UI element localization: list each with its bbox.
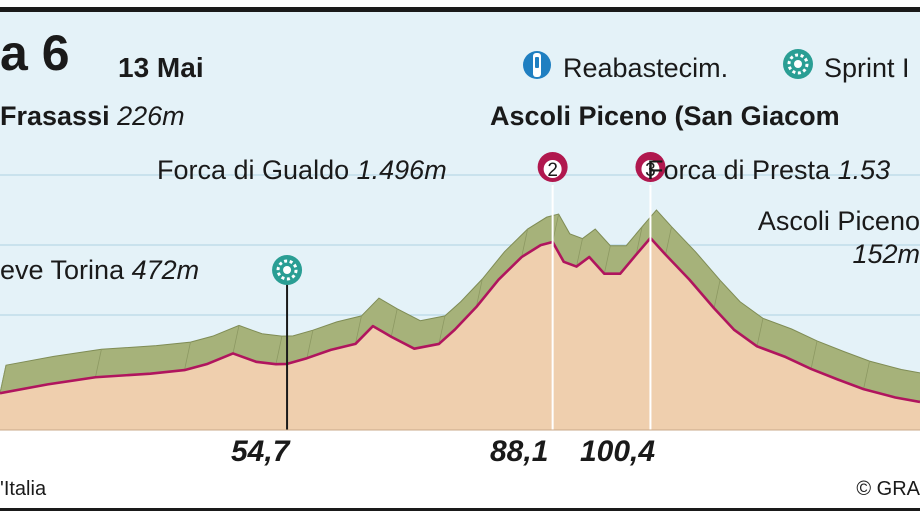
terrain-hatch-10	[306, 330, 314, 359]
start-name: Frasassi	[0, 101, 110, 131]
climb-category-3-icon: 3	[635, 152, 666, 182]
feed-bottle-icon	[523, 51, 551, 79]
profile-area	[0, 238, 920, 430]
sprint-location-label: eve Torina 472m	[0, 255, 199, 286]
terrain-hatch-28	[635, 226, 643, 255]
terrain-hatch-32	[713, 280, 721, 309]
legend-feed-label: Reabastecim.	[563, 53, 729, 83]
start-elevation: 226m	[117, 101, 185, 131]
bottom-frame-bar	[0, 508, 920, 511]
terrain-hatch-16	[438, 315, 446, 345]
terrain-hatch-4	[184, 342, 191, 371]
terrain-hatch-24	[576, 238, 583, 267]
terrain-hatch-38	[863, 361, 870, 390]
finish-town-name: Ascoli Piceno	[757, 206, 920, 236]
terrain-hatch-36	[810, 340, 818, 369]
climb-category-label: 3	[645, 160, 656, 181]
climb-label-forca-di-gualdo: Forca di Gualdo 1.496m	[157, 155, 447, 186]
terrain-hatch-20	[521, 228, 529, 258]
start-location: Frasassi 226m	[0, 101, 185, 132]
stage-title: a 6	[0, 25, 70, 81]
climb-category-2-icon: 2	[537, 152, 568, 182]
sprint-elevation: 472m	[131, 255, 200, 285]
legend-sprint-label: Sprint I	[824, 53, 910, 83]
sprint-icon	[272, 255, 303, 285]
terrain-hatch-26	[603, 245, 611, 274]
terrain-hatch-18	[475, 278, 483, 308]
sprint-name: eve Torina	[0, 255, 125, 285]
sprint-icon	[783, 49, 813, 79]
climb-label-forca-di-presta: Forca di Presta 1.53	[647, 155, 890, 186]
terrain-hatch-0	[0, 365, 7, 394]
terrain-hatch-2	[95, 349, 102, 378]
terrain-hatch-34	[756, 318, 764, 347]
km-label-climb-2: 88,1	[490, 435, 549, 468]
terrain-hatch-12	[355, 315, 362, 345]
top-frame-bar	[0, 7, 920, 12]
terrain-hatch-6	[232, 325, 240, 354]
terrain-hatch-14	[390, 308, 398, 337]
stage-date: 13 Mai	[118, 52, 204, 83]
climb-elevation: 1.496m	[356, 155, 447, 185]
footer-source: 'Italia	[0, 478, 47, 500]
footer-copyright: © GRA	[856, 478, 920, 500]
climb-elevation: 1.53	[837, 155, 891, 185]
terrain-hatch-30	[665, 226, 672, 255]
km-label-climb-3: 100,4	[580, 435, 656, 468]
climb-name: Forca di Gualdo	[157, 155, 350, 185]
finish-location: Ascoli Piceno (San Giacom	[490, 101, 840, 131]
terrain-hatch-8	[275, 336, 283, 365]
climb-category-label: 2	[547, 160, 558, 181]
finish-town-elevation: 152m	[852, 239, 920, 269]
climb-name: Forca di Presta	[647, 155, 831, 185]
km-label-sprint: 54,7	[231, 435, 290, 468]
